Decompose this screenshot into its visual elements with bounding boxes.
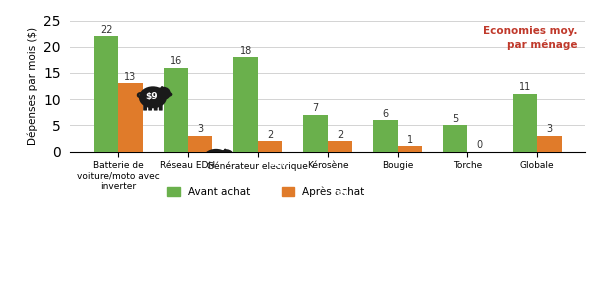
Bar bbox=[303, 115, 328, 152]
Y-axis label: Dépenses par mois ($): Dépenses par mois ($) bbox=[27, 27, 38, 145]
Ellipse shape bbox=[229, 155, 235, 159]
FancyBboxPatch shape bbox=[206, 167, 210, 173]
FancyBboxPatch shape bbox=[222, 167, 226, 173]
Ellipse shape bbox=[394, 191, 416, 209]
Text: $16: $16 bbox=[268, 159, 287, 168]
Ellipse shape bbox=[220, 149, 234, 162]
FancyBboxPatch shape bbox=[285, 172, 289, 177]
Bar bbox=[398, 146, 422, 152]
Ellipse shape bbox=[345, 187, 356, 198]
Bar bbox=[513, 94, 537, 152]
FancyBboxPatch shape bbox=[154, 105, 158, 110]
FancyBboxPatch shape bbox=[143, 105, 147, 110]
Text: 3: 3 bbox=[197, 124, 203, 134]
Bar bbox=[258, 141, 283, 152]
Ellipse shape bbox=[156, 87, 171, 100]
FancyBboxPatch shape bbox=[347, 202, 350, 206]
Text: 1: 1 bbox=[407, 135, 413, 145]
FancyBboxPatch shape bbox=[464, 215, 468, 220]
Text: 5: 5 bbox=[452, 114, 458, 124]
Text: 0: 0 bbox=[476, 140, 482, 150]
Ellipse shape bbox=[265, 153, 293, 175]
Text: Economies moy.
par ménage: Economies moy. par ménage bbox=[483, 26, 577, 50]
FancyBboxPatch shape bbox=[343, 202, 346, 206]
Bar bbox=[328, 141, 352, 152]
Text: $9: $9 bbox=[145, 92, 158, 101]
Ellipse shape bbox=[287, 153, 290, 156]
Ellipse shape bbox=[542, 164, 545, 167]
FancyBboxPatch shape bbox=[473, 215, 476, 220]
Text: 16: 16 bbox=[170, 56, 182, 66]
FancyBboxPatch shape bbox=[526, 187, 530, 195]
Text: 3: 3 bbox=[547, 124, 553, 134]
FancyBboxPatch shape bbox=[533, 187, 538, 195]
FancyBboxPatch shape bbox=[398, 206, 401, 211]
Ellipse shape bbox=[292, 159, 299, 164]
Ellipse shape bbox=[352, 191, 358, 195]
FancyBboxPatch shape bbox=[410, 206, 413, 211]
Bar bbox=[233, 57, 258, 152]
Bar bbox=[373, 120, 398, 152]
Text: $5: $5 bbox=[398, 195, 410, 204]
FancyBboxPatch shape bbox=[269, 172, 273, 177]
Bar bbox=[164, 68, 188, 152]
Ellipse shape bbox=[514, 164, 550, 192]
Ellipse shape bbox=[202, 149, 230, 171]
Ellipse shape bbox=[536, 164, 554, 181]
FancyBboxPatch shape bbox=[211, 167, 215, 173]
Ellipse shape bbox=[412, 191, 413, 193]
Text: 11: 11 bbox=[519, 82, 531, 92]
Ellipse shape bbox=[408, 191, 419, 202]
Ellipse shape bbox=[548, 171, 556, 177]
Text: 6: 6 bbox=[382, 108, 388, 119]
FancyBboxPatch shape bbox=[280, 172, 284, 177]
Ellipse shape bbox=[166, 92, 172, 97]
Text: 18: 18 bbox=[239, 46, 252, 56]
Text: 22: 22 bbox=[100, 25, 112, 35]
Bar bbox=[94, 36, 118, 152]
Ellipse shape bbox=[331, 186, 353, 204]
FancyBboxPatch shape bbox=[406, 206, 409, 211]
Ellipse shape bbox=[349, 186, 350, 188]
Text: $8: $8 bbox=[521, 170, 538, 183]
Ellipse shape bbox=[415, 196, 421, 200]
Bar bbox=[537, 136, 562, 152]
Text: 13: 13 bbox=[124, 72, 137, 82]
Text: 2: 2 bbox=[267, 130, 273, 139]
Ellipse shape bbox=[479, 205, 484, 209]
FancyBboxPatch shape bbox=[338, 202, 341, 206]
Ellipse shape bbox=[283, 154, 297, 167]
Ellipse shape bbox=[139, 86, 167, 108]
FancyBboxPatch shape bbox=[461, 215, 464, 220]
Ellipse shape bbox=[161, 86, 163, 89]
FancyBboxPatch shape bbox=[519, 187, 524, 195]
Text: 2: 2 bbox=[337, 130, 343, 139]
Ellipse shape bbox=[457, 200, 479, 218]
FancyBboxPatch shape bbox=[539, 187, 544, 195]
Bar bbox=[443, 125, 467, 152]
FancyBboxPatch shape bbox=[159, 105, 163, 110]
FancyBboxPatch shape bbox=[217, 167, 221, 173]
Bar bbox=[188, 136, 212, 152]
Ellipse shape bbox=[475, 200, 476, 202]
Ellipse shape bbox=[224, 149, 227, 151]
Ellipse shape bbox=[471, 200, 482, 211]
Bar bbox=[118, 84, 143, 152]
Text: $5: $5 bbox=[335, 190, 347, 199]
Text: 7: 7 bbox=[313, 103, 319, 113]
FancyBboxPatch shape bbox=[401, 206, 404, 211]
FancyBboxPatch shape bbox=[274, 172, 278, 177]
Text: $13: $13 bbox=[205, 154, 224, 163]
FancyBboxPatch shape bbox=[469, 215, 472, 220]
Text: $5: $5 bbox=[461, 204, 473, 213]
FancyBboxPatch shape bbox=[148, 105, 152, 110]
Legend: Avant achat, Après achat: Avant achat, Après achat bbox=[163, 183, 369, 202]
FancyBboxPatch shape bbox=[334, 202, 338, 206]
